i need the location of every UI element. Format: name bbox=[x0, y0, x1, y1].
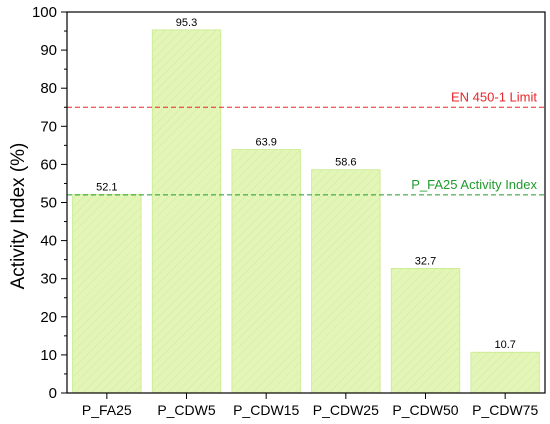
y-tick-label: 60 bbox=[40, 156, 57, 173]
bar-hatch bbox=[72, 194, 142, 393]
x-tick-label: P_CDW5 bbox=[157, 402, 216, 418]
y-tick-label: 20 bbox=[40, 309, 57, 326]
x-tick-label: P_CDW25 bbox=[313, 402, 379, 418]
y-axis-title: Activity Index (%) bbox=[8, 143, 29, 290]
reference-line-label: P_FA25 Activity Index bbox=[411, 177, 537, 192]
data-label: 58.6 bbox=[335, 157, 356, 169]
x-tick-label: P_CDW50 bbox=[392, 402, 458, 418]
x-tick-label: P_CDW15 bbox=[233, 402, 299, 418]
y-tick-label: 80 bbox=[40, 80, 57, 97]
reference-line-label: EN 450-1 Limit bbox=[451, 89, 537, 104]
y-tick-label: 40 bbox=[40, 233, 57, 250]
bar-hatch bbox=[231, 149, 301, 393]
y-tick-label: 50 bbox=[40, 195, 57, 212]
y-tick-label: 30 bbox=[40, 271, 57, 288]
bar-hatch bbox=[152, 29, 221, 393]
data-label: 52.1 bbox=[96, 181, 117, 193]
data-label: 10.7 bbox=[494, 339, 515, 351]
bar-hatch bbox=[391, 268, 460, 393]
bar-hatch bbox=[470, 352, 540, 393]
y-tick-label: 70 bbox=[40, 118, 57, 135]
y-tick-label: 10 bbox=[40, 347, 57, 364]
plot-area: 52.1 P_FA25 95.3 P_CDW5 63.9 P_CDW15 58.6 P_CDW… bbox=[32, 4, 546, 418]
data-label: 32.7 bbox=[415, 255, 436, 267]
x-tick-label: P_FA25 bbox=[82, 402, 132, 418]
plot-frame bbox=[66, 11, 546, 394]
y-tick-label: 90 bbox=[40, 42, 57, 59]
data-label: 95.3 bbox=[176, 17, 197, 29]
bar-hatch bbox=[311, 169, 381, 393]
x-tick-label: P_CDW75 bbox=[472, 402, 538, 418]
data-label: 63.9 bbox=[255, 137, 276, 149]
y-tick-label: 100 bbox=[32, 4, 57, 21]
y-tick-label: 0 bbox=[49, 385, 57, 402]
